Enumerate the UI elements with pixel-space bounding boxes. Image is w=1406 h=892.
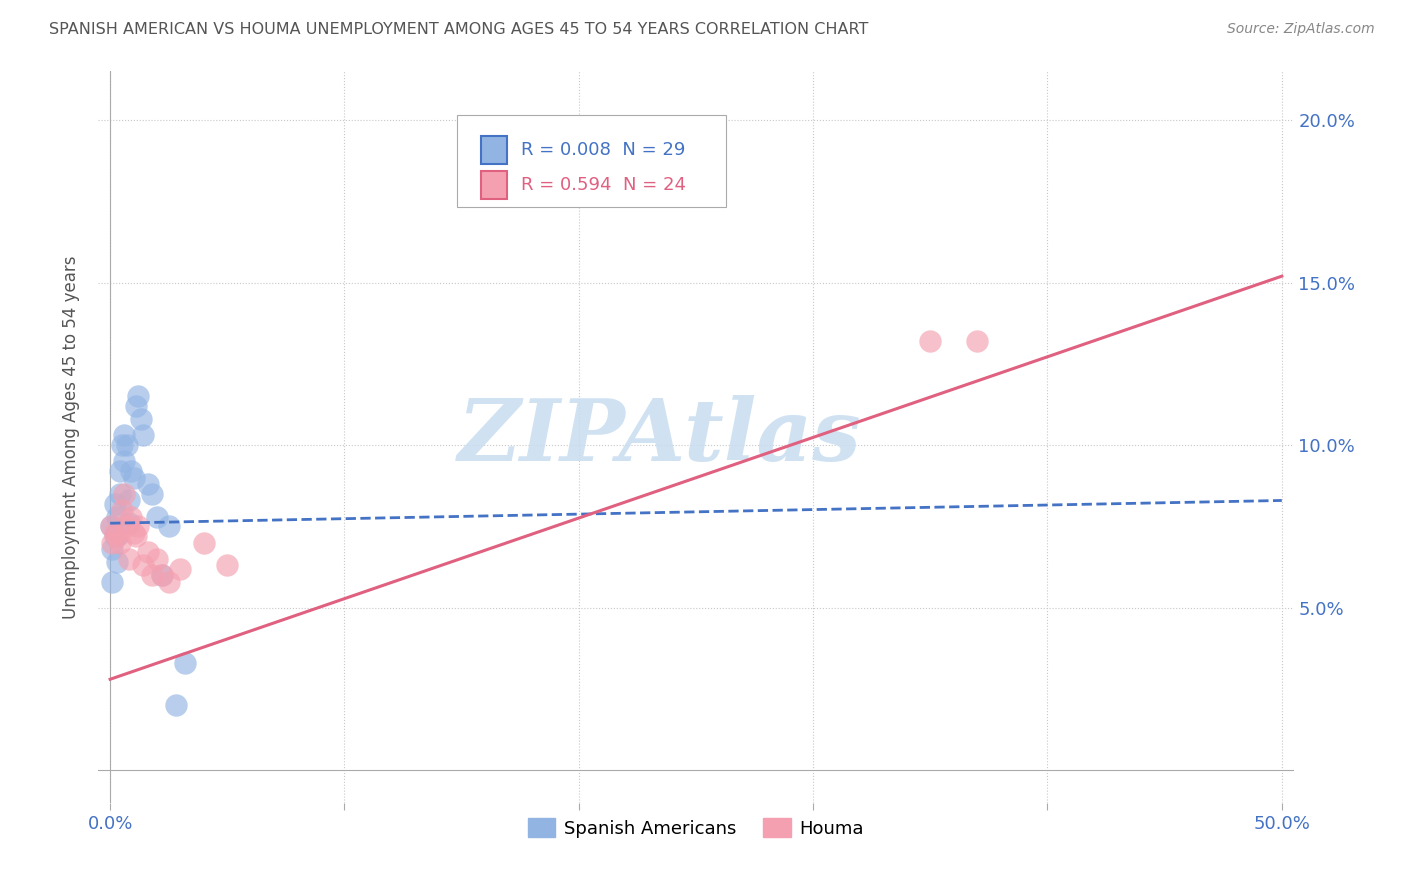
- Point: [112, 428, 135, 442]
- Point: [165, 698, 187, 713]
- Y-axis label: Unemployment Among Ages 45 to 54 years: Unemployment Among Ages 45 to 54 years: [62, 255, 80, 619]
- Point: [118, 493, 141, 508]
- Text: SPANISH AMERICAN VS HOUMA UNEMPLOYMENT AMONG AGES 45 TO 54 YEARS CORRELATION CHA: SPANISH AMERICAN VS HOUMA UNEMPLOYMENT A…: [49, 22, 869, 37]
- Text: ZIPAtlas: ZIPAtlas: [458, 395, 862, 479]
- Point: [136, 545, 159, 559]
- Point: [111, 503, 134, 517]
- Legend: Spanish Americans, Houma: Spanish Americans, Houma: [520, 811, 872, 845]
- Point: [146, 509, 169, 524]
- Point: [105, 555, 128, 569]
- Bar: [481, 171, 508, 199]
- Point: [112, 487, 135, 501]
- Point: [136, 477, 159, 491]
- Point: [217, 558, 239, 573]
- Point: [122, 526, 145, 541]
- Point: [966, 334, 988, 348]
- Point: [118, 516, 141, 531]
- Point: [157, 519, 180, 533]
- Point: [132, 558, 155, 573]
- Point: [108, 535, 131, 549]
- Point: [111, 438, 134, 452]
- Point: [118, 552, 141, 566]
- Point: [122, 471, 145, 485]
- Point: [112, 454, 135, 468]
- Point: [120, 509, 142, 524]
- Point: [108, 464, 131, 478]
- Point: [150, 568, 173, 582]
- Point: [150, 568, 173, 582]
- Point: [120, 464, 142, 478]
- Point: [100, 519, 122, 533]
- Point: [157, 574, 180, 589]
- Point: [115, 438, 138, 452]
- Point: [920, 334, 942, 348]
- FancyBboxPatch shape: [457, 115, 725, 207]
- Text: R = 0.008  N = 29: R = 0.008 N = 29: [522, 141, 686, 159]
- Point: [141, 568, 163, 582]
- Point: [174, 656, 197, 670]
- Point: [100, 519, 122, 533]
- Text: Source: ZipAtlas.com: Source: ZipAtlas.com: [1227, 22, 1375, 37]
- Point: [105, 529, 128, 543]
- Text: R = 0.594  N = 24: R = 0.594 N = 24: [522, 176, 686, 194]
- Point: [129, 412, 152, 426]
- Point: [104, 529, 127, 543]
- Point: [108, 487, 131, 501]
- Point: [127, 519, 149, 533]
- Point: [127, 389, 149, 403]
- Point: [101, 574, 124, 589]
- Point: [101, 535, 124, 549]
- Point: [115, 519, 138, 533]
- Point: [146, 552, 169, 566]
- Point: [132, 428, 155, 442]
- Point: [125, 529, 148, 543]
- Point: [125, 399, 148, 413]
- Point: [169, 562, 191, 576]
- Point: [193, 535, 215, 549]
- Point: [104, 526, 127, 541]
- Point: [105, 509, 128, 524]
- Point: [104, 497, 127, 511]
- Point: [101, 542, 124, 557]
- Point: [105, 529, 128, 543]
- Bar: [481, 136, 508, 163]
- Point: [141, 487, 163, 501]
